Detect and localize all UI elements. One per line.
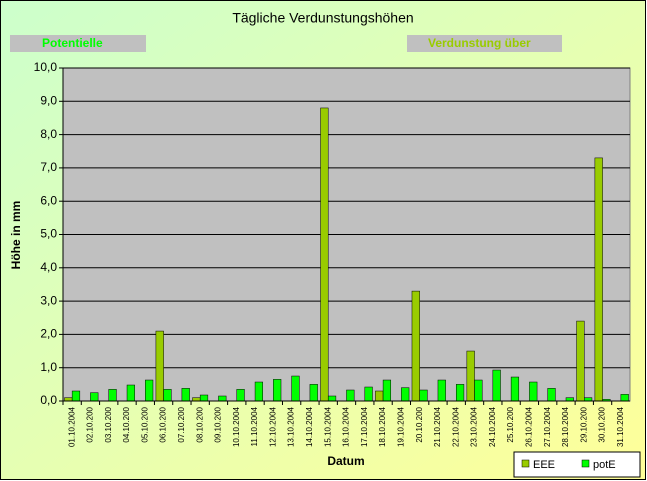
bar <box>594 157 603 402</box>
x-tick-label: 18.10.2004 <box>378 406 387 447</box>
x-tick-label: 05.10.200 <box>140 406 149 442</box>
y-tick-label: 1,0 <box>40 360 57 374</box>
x-tick-label: 20.10.200 <box>415 406 424 442</box>
x-tick-label: 08.10.200 <box>195 406 204 442</box>
bar <box>474 379 483 402</box>
bar <box>218 395 227 402</box>
bar <box>236 389 245 402</box>
x-axis-label: Datum <box>327 454 364 468</box>
y-tick-label: 2,0 <box>40 327 57 341</box>
bar <box>510 376 520 402</box>
bar <box>273 379 282 402</box>
legend <box>513 451 641 478</box>
annotation: Potentielle <box>42 36 103 50</box>
x-tick-label: 26.10.2004 <box>525 406 534 447</box>
x-tick-label: 13.10.2004 <box>287 406 296 447</box>
bar <box>163 389 172 402</box>
x-tick-label: 10.10.2004 <box>232 406 241 447</box>
y-axis-label: Höhe in mm <box>9 201 23 270</box>
x-tick-label: 01.10.2004 <box>67 406 76 447</box>
legend-swatch <box>581 459 590 468</box>
bar <box>155 330 164 402</box>
legend-swatch <box>521 459 530 468</box>
bar <box>401 387 410 402</box>
annotation: Verdunstung über <box>428 36 531 50</box>
y-tick-label: 0,0 <box>40 393 57 407</box>
x-tick-label: 11.10.2004 <box>250 406 259 446</box>
x-tick-label: 19.10.2004 <box>396 406 405 447</box>
x-tick-label: 16.10.2004 <box>342 406 351 447</box>
x-tick-label: 06.10.200 <box>159 406 168 442</box>
bar <box>529 381 538 402</box>
x-tick-label: 15.10.2004 <box>323 406 332 447</box>
bar <box>466 350 475 402</box>
bar <box>455 384 465 402</box>
chart-title: Tägliche Verdunstungshöhen <box>232 10 413 26</box>
x-tick-label: 27.10.2004 <box>543 406 552 447</box>
y-tick-label: 3,0 <box>40 293 57 307</box>
x-tick-label: 03.10.200 <box>104 406 113 442</box>
bar <box>90 392 99 402</box>
bar <box>375 390 384 402</box>
annotation-box <box>10 35 146 52</box>
bar <box>364 386 373 402</box>
x-tick-label: 25.10.200 <box>506 406 515 442</box>
bar <box>108 389 117 402</box>
x-tick-label: 09.10.200 <box>214 406 223 442</box>
x-tick-label: 31.10.2004 <box>616 406 625 447</box>
bar <box>576 320 585 402</box>
legend-label: EEE <box>533 459 555 471</box>
bar <box>199 394 209 402</box>
bar <box>126 384 135 402</box>
x-tick-label: 28.10.2004 <box>561 406 570 447</box>
bar <box>620 394 629 402</box>
bar <box>181 388 190 402</box>
y-tick-label: 7,0 <box>40 160 57 174</box>
y-tick-label: 4,0 <box>40 260 57 274</box>
y-tick-label: 9,0 <box>40 93 57 107</box>
x-tick-label: 29.10.200 <box>579 406 588 442</box>
bar <box>71 390 81 402</box>
bar <box>437 379 446 402</box>
x-tick-label: 30.10.200 <box>598 406 607 442</box>
y-tick-label: 5,0 <box>40 227 57 241</box>
bar <box>382 379 392 402</box>
x-tick-label: 21.10.2004 <box>433 406 442 447</box>
x-tick-label: 07.10.200 <box>177 406 186 442</box>
x-tick-label: 14.10.2004 <box>305 406 314 447</box>
bar <box>145 379 154 402</box>
y-tick-label: 8,0 <box>40 127 57 141</box>
x-tick-label: 23.10.2004 <box>470 406 479 447</box>
x-tick-label: 24.10.2004 <box>488 406 497 447</box>
bar <box>492 369 501 402</box>
bar <box>419 389 428 402</box>
y-tick-label: 6,0 <box>40 193 57 207</box>
bar <box>254 381 263 402</box>
bar <box>411 290 420 402</box>
bar <box>309 384 318 402</box>
x-tick-label: 04.10.200 <box>122 406 131 442</box>
bar <box>346 389 355 402</box>
bar <box>291 375 300 402</box>
bar <box>547 388 556 402</box>
annotation-box <box>407 35 562 52</box>
x-tick-label: 17.10.2004 <box>360 406 369 447</box>
y-tick-label: 10,0 <box>34 60 58 74</box>
x-tick-label: 22.10.2004 <box>451 406 460 447</box>
bar <box>327 395 337 402</box>
x-tick-label: 12.10.2004 <box>268 406 277 447</box>
legend-label: potE <box>593 459 616 471</box>
x-tick-label: 02.10.200 <box>86 406 95 442</box>
bar <box>320 107 329 402</box>
